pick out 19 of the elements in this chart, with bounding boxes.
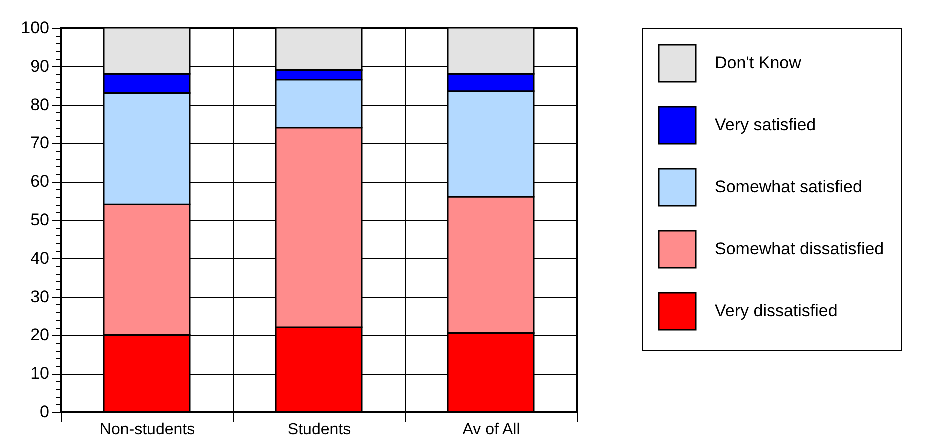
y-tick-label: 40	[30, 248, 50, 268]
x-tick-label: Non-students	[100, 422, 196, 438]
legend-label: Don't Know	[715, 54, 802, 72]
legend-label: Very dissatisfied	[715, 302, 838, 320]
y-tick-label: 60	[30, 172, 50, 192]
legend-label: Somewhat satisfied	[715, 178, 862, 196]
y-tick-label: 10	[30, 364, 50, 384]
y-tick-label: 30	[30, 287, 50, 306]
y-tick-label: 50	[30, 210, 50, 230]
y-tick-label: 90	[30, 56, 50, 76]
y-tick-label: 20	[30, 326, 50, 345]
y-tick-label: 80	[30, 95, 50, 114]
legend-label: Somewhat dissatisfied	[715, 240, 884, 258]
x-tick-label: Students	[288, 422, 352, 438]
x-tick-label: Av of All	[462, 422, 520, 438]
y-tick-label: 100	[21, 18, 50, 38]
legend-label: Very satisfied	[715, 116, 816, 134]
y-tick-label: 0	[40, 402, 50, 422]
y-tick-label: 70	[30, 134, 50, 153]
